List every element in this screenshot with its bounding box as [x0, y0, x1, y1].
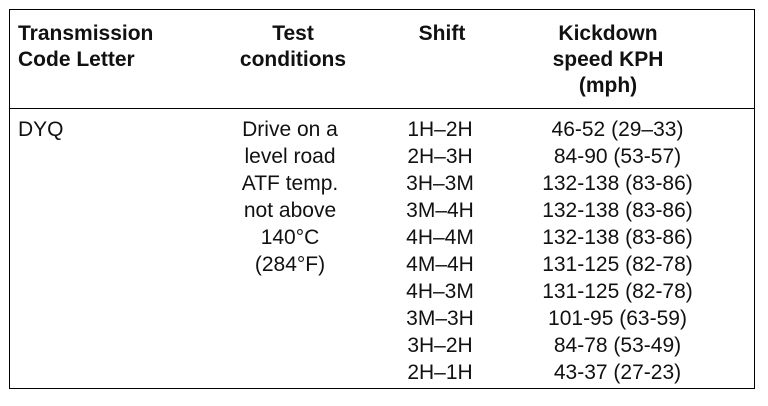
header-test-line-2: conditions	[239, 48, 347, 71]
condition-line: (284°F)	[254, 253, 326, 276]
condition-line: not above	[243, 199, 337, 222]
shift-value: 3H–2H	[407, 334, 473, 357]
header-divider	[10, 108, 754, 109]
speed-value: 132-138 (83-86)	[542, 226, 693, 249]
speed-value: 46-52 (29–33)	[551, 118, 684, 141]
shift-value: 4M–4H	[406, 253, 474, 276]
condition-line: 140°C	[260, 226, 320, 249]
speed-value: 101-95 (63-59)	[548, 307, 687, 330]
shift-value: 4H–4M	[406, 226, 474, 249]
shift-value: 4H–3M	[406, 280, 474, 303]
shift-list: 1H–2H 2H–3H 3H–3M 3M–4H 4H–4M 4M–4H 4H–3…	[385, 116, 495, 386]
header-shift-line-1: Shift	[418, 22, 466, 45]
shift-value: 3H–3M	[406, 172, 474, 195]
condition-line: Drive on a	[242, 118, 338, 141]
speed-value: 131-125 (82-78)	[542, 253, 693, 276]
shift-value: 1H–2H	[407, 118, 473, 141]
transmission-code: DYQ	[18, 118, 64, 141]
condition-line: ATF temp.	[241, 172, 339, 195]
shift-value: 2H–3H	[407, 145, 473, 168]
shift-value: 2H–1H	[407, 361, 473, 384]
kickdown-table: Transmission Code Letter Test conditions…	[9, 9, 755, 389]
test-conditions: Drive on a level road ATF temp. not abov…	[215, 116, 365, 278]
header-code-line-2: Code Letter	[18, 48, 135, 71]
header-kick-line-2: speed KPH	[552, 48, 664, 71]
speed-value: 132-138 (83-86)	[542, 172, 693, 195]
speed-value: 84-78 (53-49)	[553, 334, 682, 357]
speed-value: 84-90 (53-57)	[553, 145, 682, 168]
speed-value: 43-37 (27-23)	[553, 361, 682, 384]
condition-line: level road	[244, 145, 336, 168]
header-transmission-code: Transmission Code Letter	[18, 21, 153, 73]
header-kickdown-speed: Kickdown speed KPH (mph)	[518, 21, 698, 99]
shift-value: 3M–3H	[406, 307, 474, 330]
kickdown-speed-list: 46-52 (29–33) 84-90 (53-57) 132-138 (83-…	[505, 116, 730, 386]
speed-value: 132-138 (83-86)	[542, 199, 693, 222]
header-kick-line-1: Kickdown	[558, 22, 658, 45]
speed-value: 131-125 (82-78)	[542, 280, 693, 303]
header-test-line-1: Test	[272, 22, 314, 45]
header-code-line-1: Transmission	[18, 22, 154, 45]
header-kick-line-3: (mph)	[578, 74, 638, 97]
shift-value: 3M–4H	[406, 199, 474, 222]
header-shift: Shift	[402, 21, 482, 47]
header-test-conditions: Test conditions	[228, 21, 358, 73]
